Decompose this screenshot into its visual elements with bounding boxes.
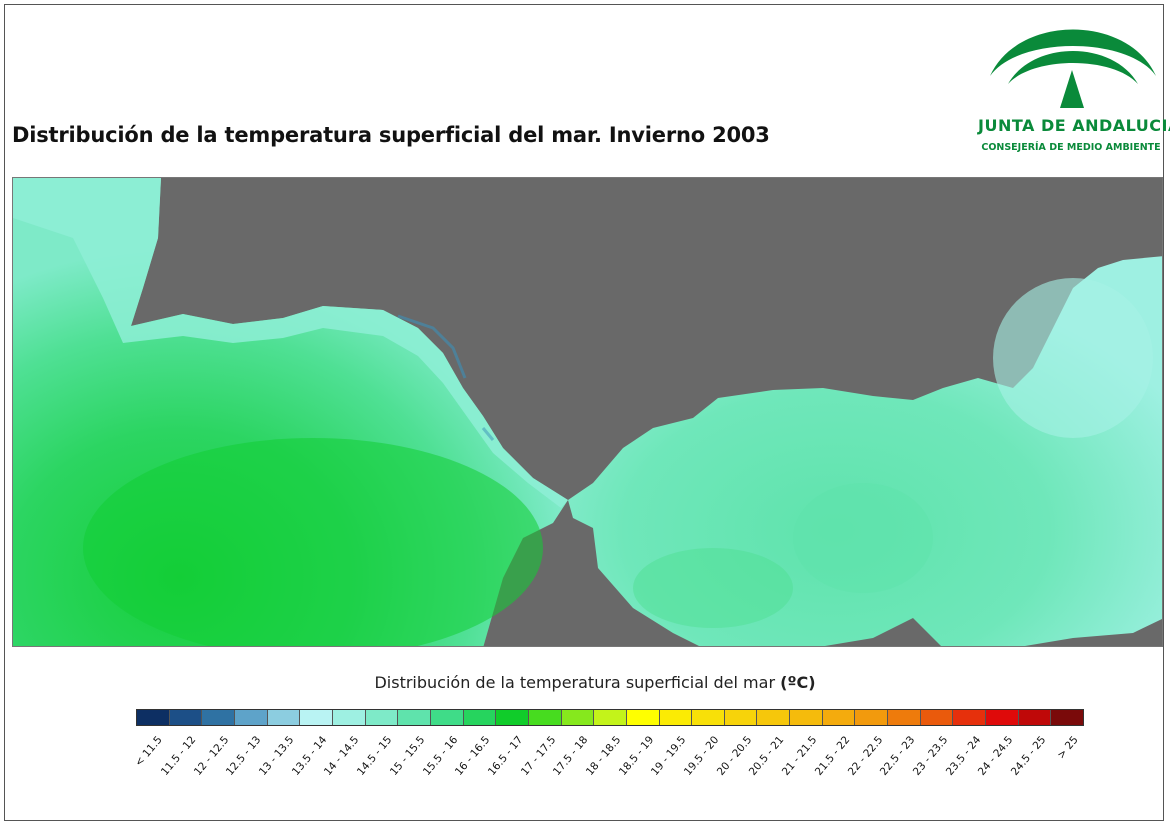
legend-label: > 25 bbox=[1054, 734, 1081, 762]
legend-swatch bbox=[757, 710, 791, 725]
legend-label: < 11.5 bbox=[133, 734, 166, 769]
legend-swatch bbox=[267, 710, 301, 725]
junta-de-andalucia-logo: JUNTA DE ANDALUCIA CONSEJERÍA DE MEDIO A… bbox=[978, 14, 1170, 164]
legend-swatch bbox=[463, 710, 497, 725]
legend-swatch bbox=[626, 710, 660, 725]
sea-temperature-map bbox=[12, 177, 1163, 647]
legend-swatch bbox=[822, 710, 856, 725]
legend-swatch bbox=[888, 710, 921, 725]
legend-title: Distribución de la temperatura superfici… bbox=[0, 673, 1170, 692]
legend-swatch bbox=[300, 710, 333, 725]
legend-swatch bbox=[953, 710, 987, 725]
page-frame bbox=[4, 4, 1164, 821]
legend-swatch bbox=[398, 710, 431, 725]
legend-swatch bbox=[594, 710, 627, 725]
legend-swatch bbox=[659, 710, 693, 725]
legend-labels: < 11.5 11.5 - 12 12 - 12.5 12.5 - 13 13 - 13… bbox=[133, 730, 1084, 810]
logo-name: JUNTA DE ANDALUCIA bbox=[978, 116, 1170, 135]
map-image bbox=[13, 178, 1162, 646]
legend-swatch bbox=[790, 710, 823, 725]
legend-swatch bbox=[1018, 710, 1052, 725]
logo-subtitle: CONSEJERÍA DE MEDIO AMBIENTE bbox=[981, 142, 1161, 153]
legend-unit: (ºC) bbox=[780, 673, 816, 692]
map-title: Distribución de la temperatura superfici… bbox=[12, 123, 770, 147]
legend-swatch bbox=[920, 710, 954, 725]
legend-swatch bbox=[986, 710, 1019, 725]
legend-swatch bbox=[169, 710, 203, 725]
legend-swatch bbox=[1051, 710, 1084, 725]
logo-arcs-icon bbox=[990, 29, 1156, 108]
legend-swatch bbox=[332, 710, 366, 725]
legend-swatch bbox=[430, 710, 464, 725]
legend-swatch bbox=[855, 710, 889, 725]
legend-swatch bbox=[202, 710, 235, 725]
legend-title-text: Distribución de la temperatura superfici… bbox=[374, 673, 776, 692]
legend-swatch bbox=[724, 710, 758, 725]
legend-swatch bbox=[528, 710, 562, 725]
legend-swatch bbox=[234, 710, 268, 725]
legend-swatch bbox=[137, 710, 170, 725]
legend-color-bar bbox=[136, 709, 1084, 726]
legend-swatch bbox=[496, 710, 529, 725]
legend-swatch bbox=[692, 710, 725, 725]
legend-swatch bbox=[365, 710, 399, 725]
legend-swatch bbox=[561, 710, 595, 725]
